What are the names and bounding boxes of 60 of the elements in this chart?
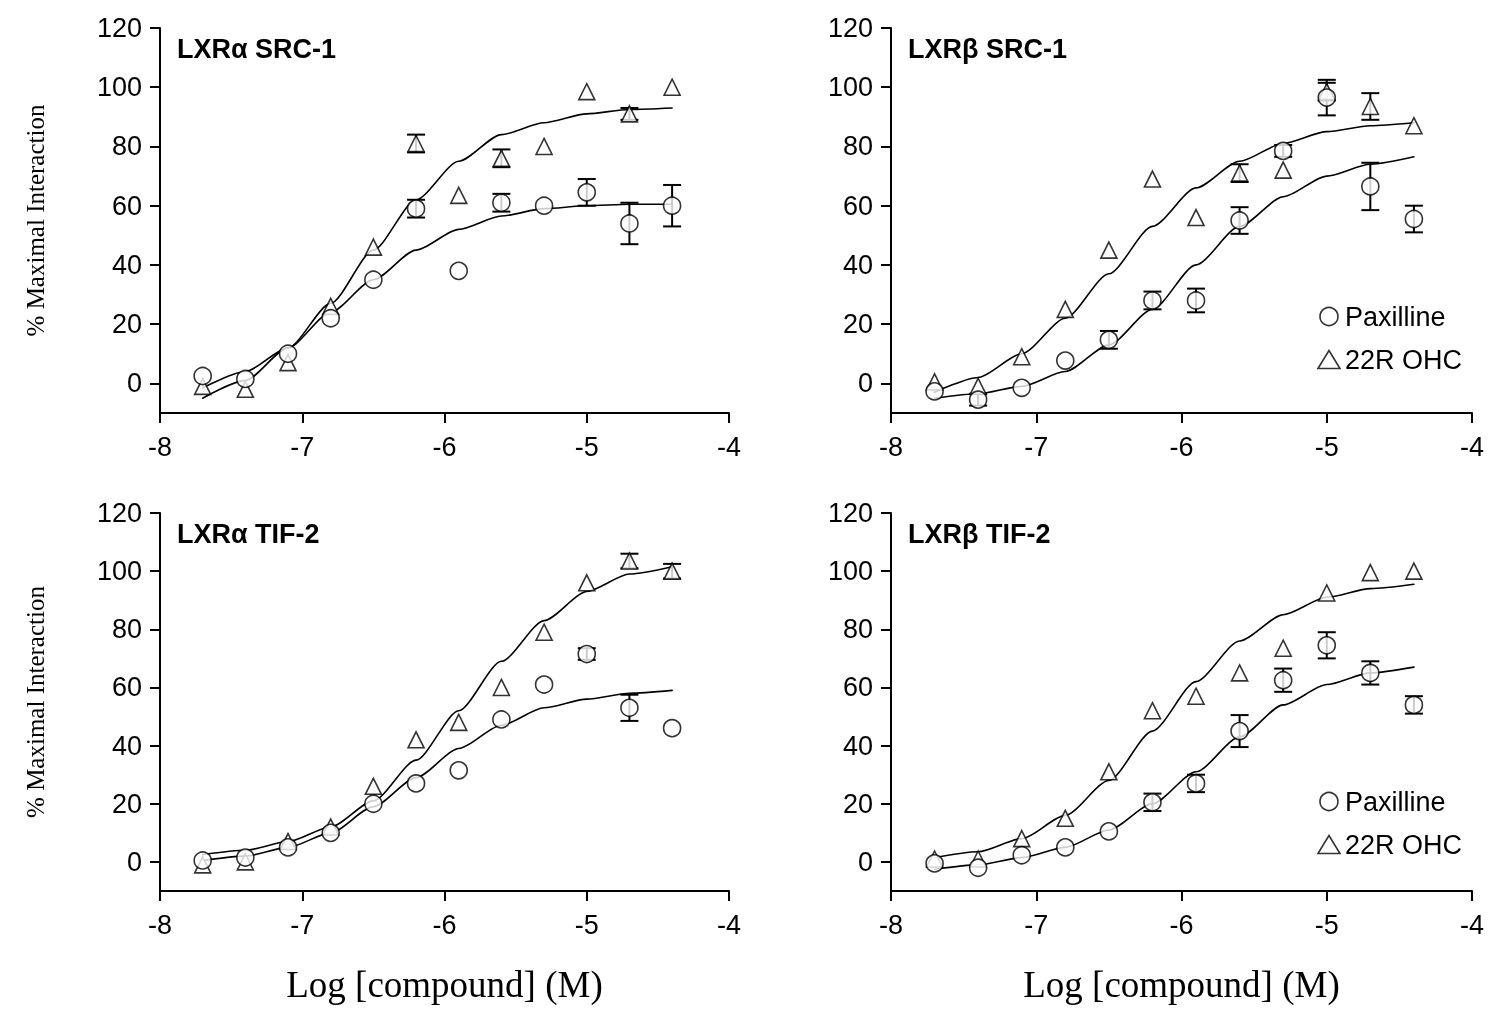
x-tick-label: -8 bbox=[147, 431, 173, 462]
y-tick-label: 40 bbox=[111, 730, 142, 761]
x-tick-label: -6 bbox=[1169, 431, 1194, 462]
x-tick-label: -6 bbox=[432, 431, 457, 462]
x-tick-label: -5 bbox=[1314, 431, 1339, 462]
y-tick-label: 0 bbox=[126, 846, 142, 877]
y-tick-label: 60 bbox=[842, 190, 873, 221]
y-tick-label: 120 bbox=[827, 498, 873, 528]
x-tick-label: -6 bbox=[432, 909, 457, 940]
y-tick-label: 0 bbox=[857, 846, 873, 877]
legend-label: Paxilline bbox=[1344, 301, 1446, 332]
y-axis-title: % Maximal Interaction bbox=[22, 585, 49, 818]
legend-label: Paxilline bbox=[1344, 786, 1446, 817]
x-tick-label: -4 bbox=[716, 431, 742, 462]
x-tick-label: -8 bbox=[878, 431, 904, 462]
x-tick-label: -4 bbox=[716, 909, 742, 940]
y-tick-label: 20 bbox=[842, 788, 873, 819]
y-tick-label: 100 bbox=[96, 556, 142, 587]
chart-title: LXRα TIF-2 bbox=[177, 518, 320, 549]
y-tick-label: 60 bbox=[842, 672, 873, 703]
y-tick-label: 120 bbox=[96, 498, 142, 528]
chart-title: LXRβ SRC-1 bbox=[908, 33, 1067, 64]
y-tick-label: 100 bbox=[827, 556, 873, 587]
y-tick-label: 60 bbox=[111, 672, 142, 703]
legend-label: 22R OHC bbox=[1344, 344, 1462, 375]
y-tick-label: 80 bbox=[842, 614, 873, 645]
y-tick-label: 0 bbox=[126, 368, 142, 399]
y-tick-label: 120 bbox=[96, 13, 142, 43]
y-tick-label: 80 bbox=[842, 131, 873, 162]
y-tick-label: 40 bbox=[842, 730, 873, 761]
x-axis-title: Log [compound] (M) bbox=[286, 964, 603, 1006]
y-tick-label: 40 bbox=[111, 249, 142, 280]
x-tick-label: -7 bbox=[290, 909, 315, 940]
legend-label: 22R OHC bbox=[1344, 829, 1462, 860]
y-tick-label: 100 bbox=[96, 72, 142, 103]
y-axis-title: % Maximal Interaction bbox=[22, 104, 49, 337]
y-tick-label: 80 bbox=[111, 131, 142, 162]
x-tick-label: -7 bbox=[1024, 909, 1049, 940]
x-tick-label: -4 bbox=[1459, 431, 1485, 462]
y-tick-label: 120 bbox=[827, 13, 873, 43]
y-tick-label: 100 bbox=[827, 72, 873, 103]
x-tick-label: -5 bbox=[1314, 909, 1339, 940]
chart-title: LXRβ TIF-2 bbox=[908, 518, 1051, 549]
y-tick-label: 80 bbox=[111, 614, 142, 645]
x-tick-label: -8 bbox=[878, 909, 904, 940]
y-tick-label: 40 bbox=[842, 249, 873, 280]
y-tick-label: 0 bbox=[857, 368, 873, 399]
x-tick-label: -4 bbox=[1459, 909, 1485, 940]
x-axis-title: Log [compound] (M) bbox=[1023, 964, 1340, 1006]
x-tick-label: -8 bbox=[147, 909, 173, 940]
x-tick-label: -7 bbox=[290, 431, 315, 462]
y-tick-label: 60 bbox=[111, 190, 142, 221]
y-tick-label: 20 bbox=[842, 309, 873, 340]
chart-title: LXRα SRC-1 bbox=[177, 33, 337, 64]
y-tick-label: 20 bbox=[111, 309, 142, 340]
y-tick-label: 20 bbox=[111, 788, 142, 819]
x-tick-label: -7 bbox=[1024, 431, 1049, 462]
x-tick-label: -5 bbox=[574, 431, 599, 462]
x-tick-label: -6 bbox=[1169, 909, 1194, 940]
x-tick-label: -5 bbox=[574, 909, 599, 940]
